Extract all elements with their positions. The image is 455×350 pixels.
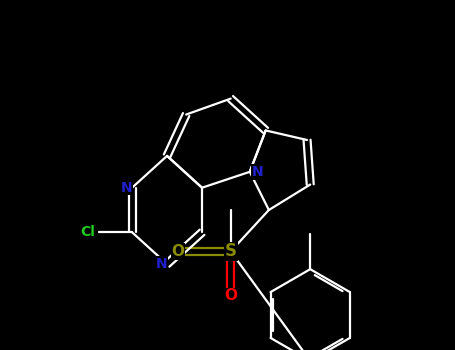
Text: O: O — [224, 288, 237, 303]
Text: Cl: Cl — [80, 225, 95, 239]
Text: O: O — [172, 244, 184, 259]
Text: S: S — [225, 242, 237, 260]
Text: N: N — [156, 257, 168, 271]
Text: N: N — [121, 181, 133, 195]
Text: N: N — [252, 165, 263, 179]
